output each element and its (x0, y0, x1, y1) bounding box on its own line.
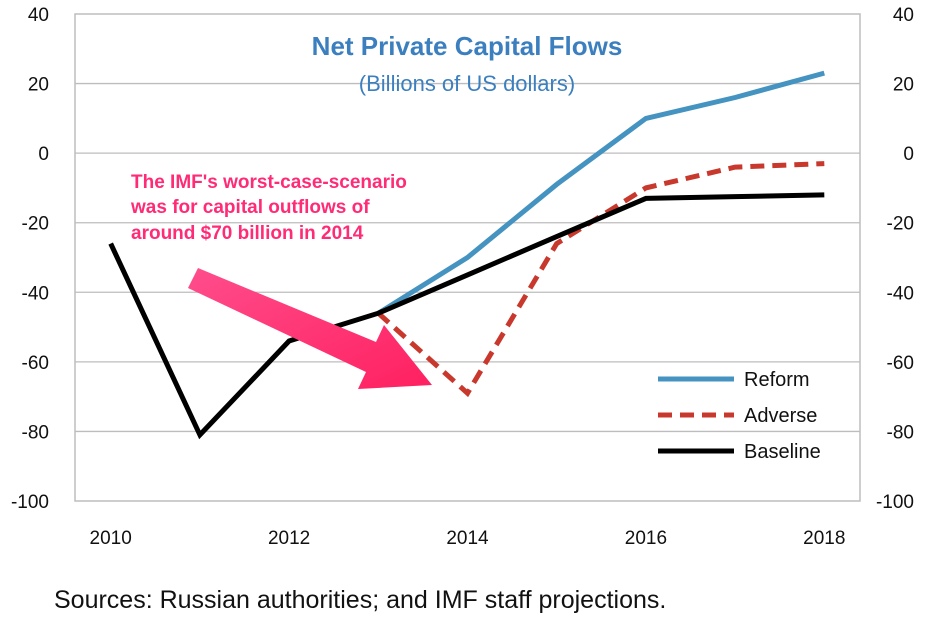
annotation: The IMF's worst-case-scenario was for ca… (130, 172, 432, 389)
y-tick-label-left: -60 (22, 353, 49, 374)
series-line-adverse (376, 161, 825, 398)
plot-border (74, 13, 861, 502)
legend-label-adverse: Adverse (744, 405, 817, 427)
x-tick-label: 2016 (625, 528, 667, 549)
y-tick-label-left: 0 (38, 144, 49, 165)
chart: 40 20 0 -20 -40 -60 -80 -100 40 20 0 -20 -40 -60 -80 -… (11, 5, 914, 549)
x-tick-label: 2018 (803, 528, 845, 549)
legend: Reform Adverse Baseline (658, 369, 821, 463)
chart-title: Net Private Capital Flows (312, 31, 623, 61)
y-tick-label-left: 20 (28, 75, 49, 96)
y-tick-label-left: -100 (11, 492, 49, 513)
y-tick-label-right: -80 (887, 422, 914, 443)
y-tick-label-left: -20 (22, 214, 49, 235)
y-tick-label-right: -100 (876, 492, 914, 513)
annotation-arrow (188, 268, 432, 389)
source-note: Sources: Russian authorities; and IMF st… (54, 586, 667, 614)
y-tick-label-right: -60 (887, 353, 914, 374)
y-tick-label-right: 20 (893, 75, 914, 96)
y-tick-label-left: 40 (28, 5, 49, 26)
annotation-line-1: The IMF's worst-case-scenario (131, 172, 407, 193)
right-axis-ticks: 40 20 0 -20 -40 -60 -80 -100 (876, 5, 914, 513)
series-lines (108, 70, 825, 440)
y-tick-label-right: -20 (887, 214, 914, 235)
annotation-line-2: was for capital outflows of (130, 197, 370, 218)
legend-label-baseline: Baseline (744, 441, 821, 463)
y-tick-label-right: 0 (903, 144, 914, 165)
y-tick-label-left: -80 (22, 422, 49, 443)
x-axis-ticks: 2010 2012 2014 2016 2018 (90, 528, 846, 549)
series-line-baseline (108, 192, 825, 440)
x-tick-label: 2014 (446, 528, 489, 549)
left-axis-ticks: 40 20 0 -20 -40 -60 -80 -100 (11, 5, 49, 513)
legend-label-reform: Reform (744, 369, 810, 391)
x-tick-label: 2010 (90, 528, 132, 549)
x-tick-label: 2012 (268, 528, 310, 549)
y-tick-label-left: -40 (22, 283, 49, 304)
annotation-line-3: around $70 billion in 2014 (131, 223, 364, 244)
y-tick-label-right: 40 (893, 5, 914, 26)
series-line-reform (376, 70, 825, 316)
chart-subtitle: (Billions of US dollars) (359, 71, 575, 96)
y-tick-label-right: -40 (887, 283, 914, 304)
